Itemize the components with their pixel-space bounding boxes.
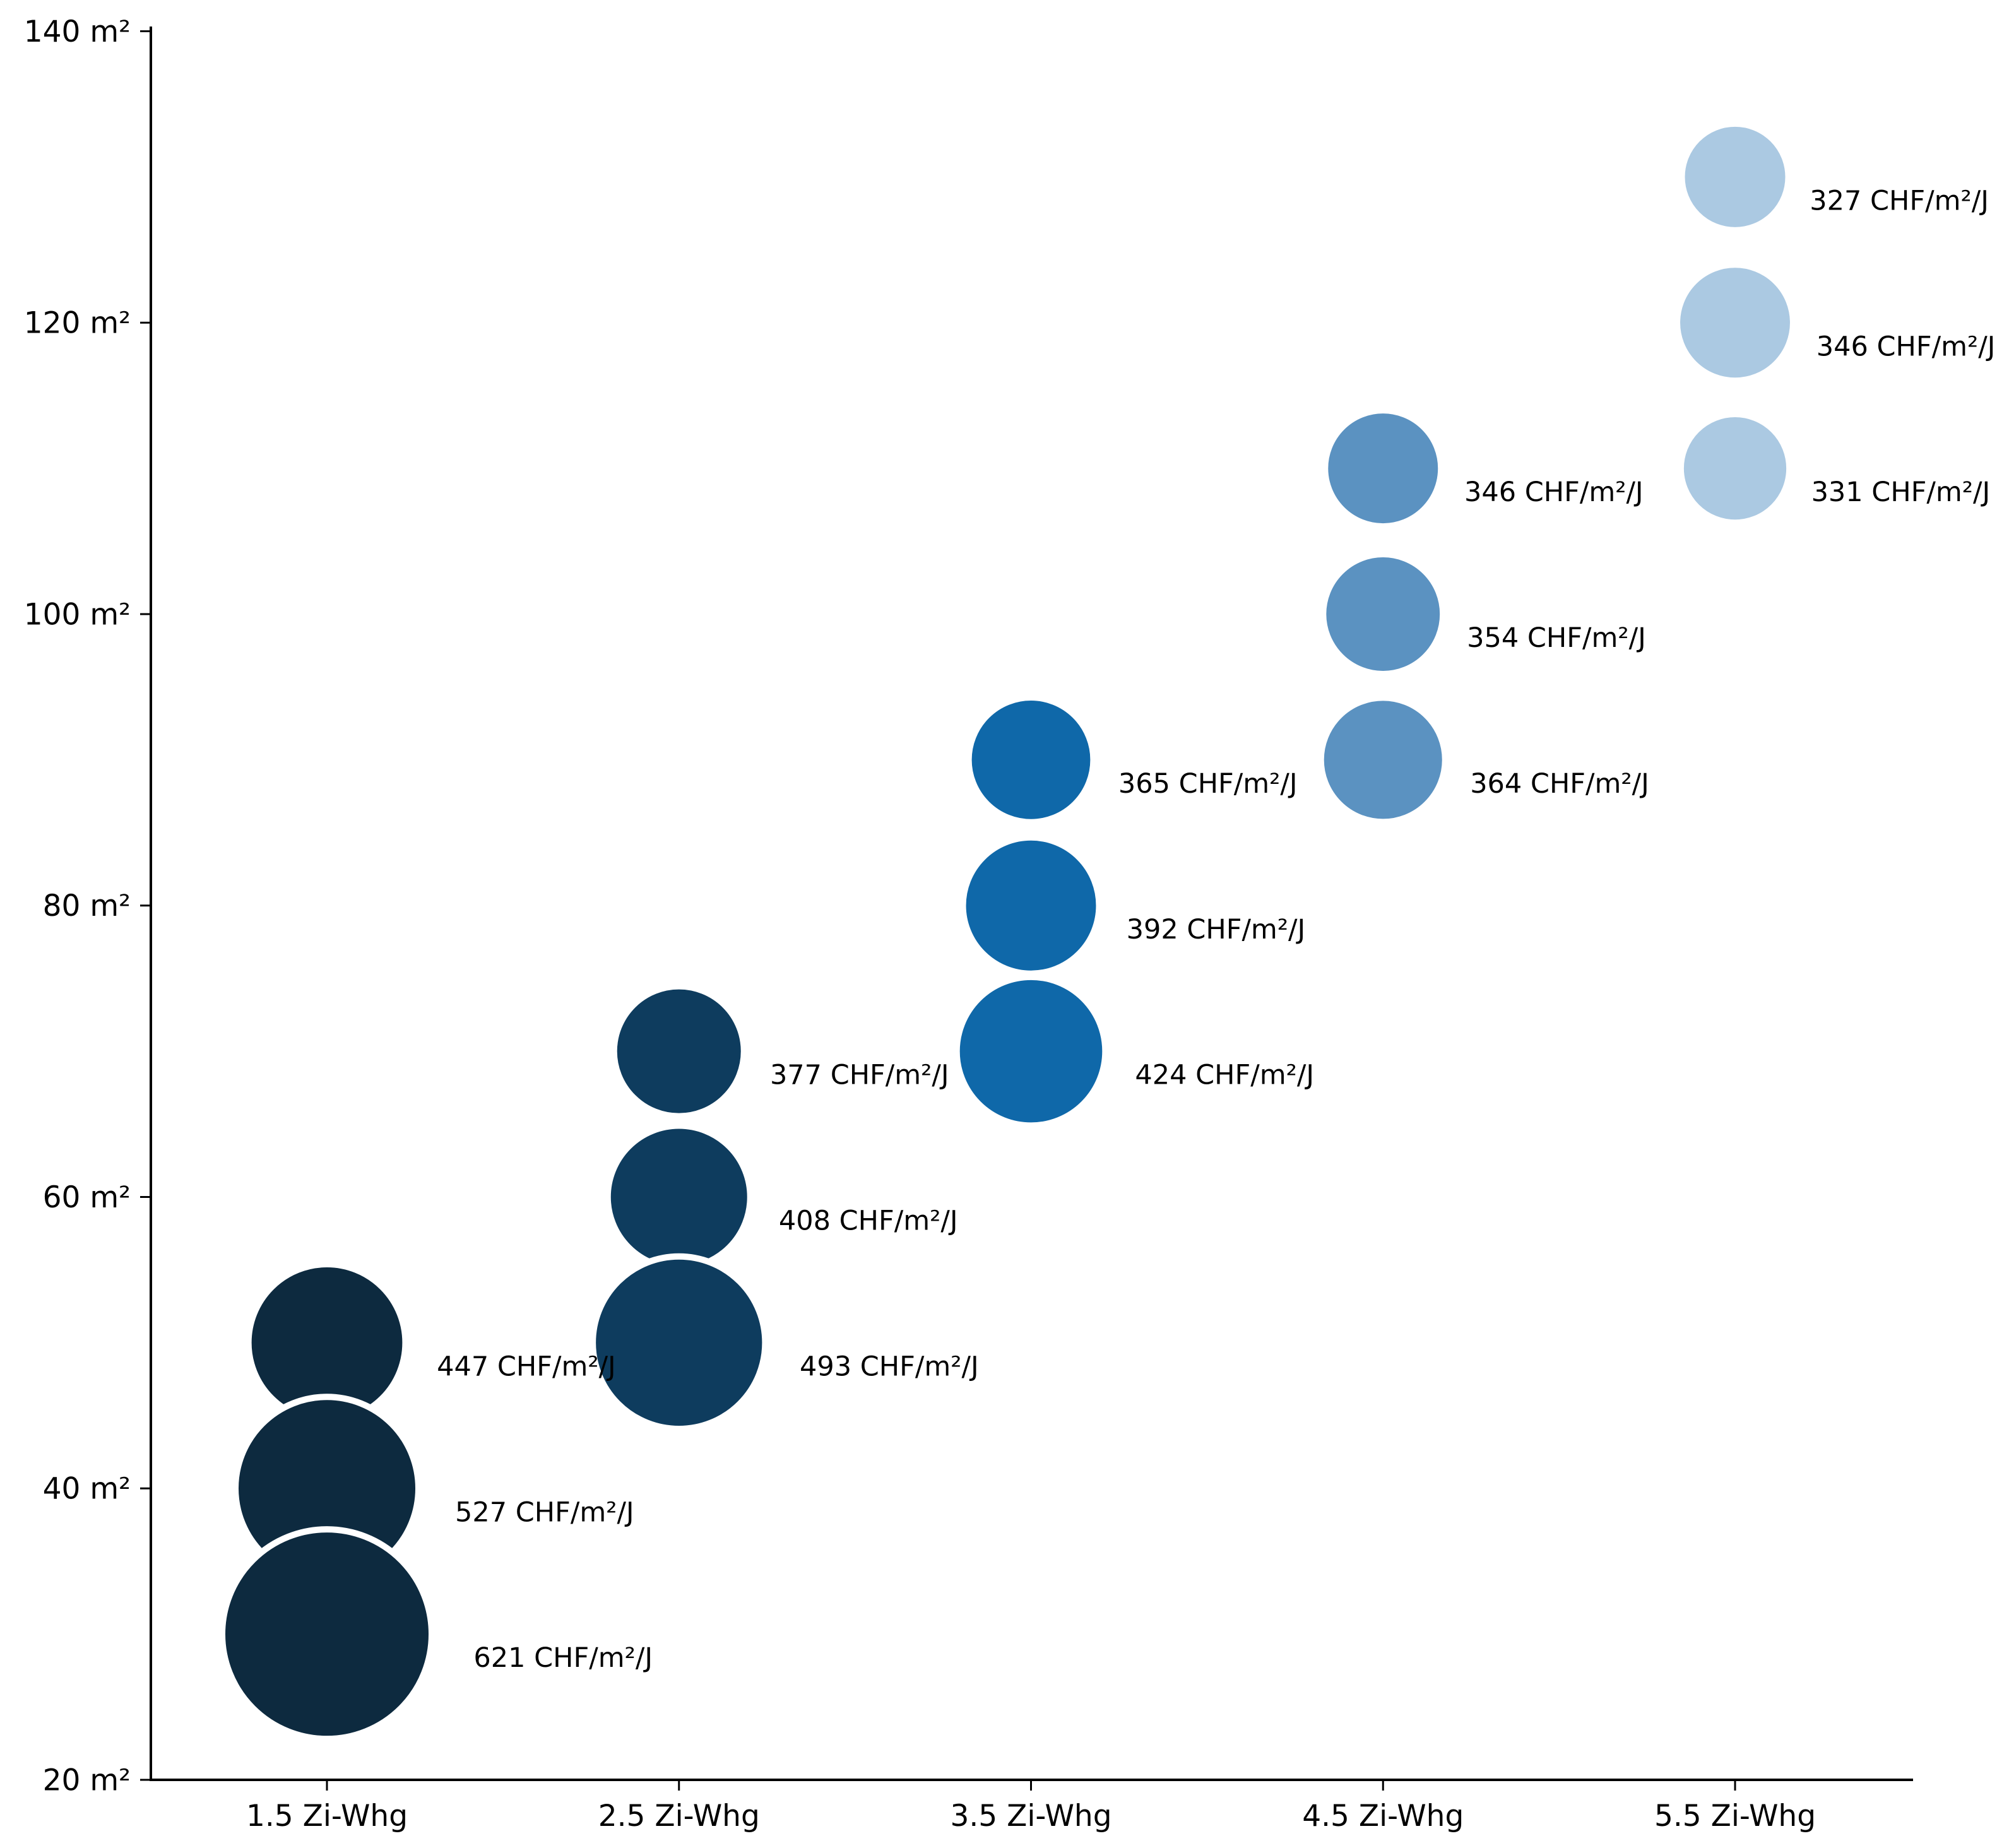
- bubble-value-label: 392 CHF/m²/J: [1127, 914, 1306, 945]
- bubble: [219, 1526, 435, 1743]
- bubble-value-label: 354 CHF/m²/J: [1467, 622, 1646, 654]
- y-tick-label: 140 m²: [24, 15, 131, 49]
- bubble-value-label: 424 CHF/m²/J: [1135, 1060, 1314, 1091]
- bubble: [1322, 407, 1445, 530]
- bubble-value-label: 346 CHF/m²/J: [1464, 477, 1644, 508]
- bubble-value-label: 365 CHF/m²/J: [1118, 768, 1298, 800]
- x-tick-label: 3.5 Zi-Whg: [950, 1799, 1111, 1833]
- bubble: [610, 983, 747, 1120]
- bubble-value-label: 327 CHF/m²/J: [1810, 185, 1989, 216]
- y-tick-label: 20 m²: [43, 1763, 131, 1798]
- bubble: [1677, 411, 1793, 526]
- x-tick-label: 2.5 Zi-Whg: [598, 1799, 760, 1833]
- bubble: [604, 1122, 754, 1272]
- bubble-value-label: 331 CHF/m²/J: [1811, 477, 1991, 508]
- y-tick-label: 100 m²: [24, 597, 131, 632]
- bubble: [590, 1253, 769, 1432]
- bubble-value-label: 377 CHF/m²/J: [770, 1060, 949, 1091]
- bubble-value-label: 493 CHF/m²/J: [800, 1351, 979, 1382]
- y-tick-label: 80 m²: [43, 889, 131, 923]
- bubble-value-label: 447 CHF/m²/J: [437, 1351, 616, 1382]
- bubble: [1317, 694, 1449, 826]
- bubble: [953, 973, 1109, 1129]
- y-tick-label: 40 m²: [43, 1472, 131, 1507]
- y-tick-label: 60 m²: [43, 1180, 131, 1215]
- bubble-value-label: 527 CHF/m²/J: [455, 1496, 634, 1528]
- y-tick-label: 120 m²: [24, 306, 131, 341]
- bubble-value-label: 364 CHF/m²/J: [1470, 768, 1649, 800]
- bubble: [965, 694, 1097, 826]
- x-tick-label: 5.5 Zi-Whg: [1654, 1799, 1816, 1833]
- bubble: [1674, 261, 1796, 384]
- bubble-value-label: 621 CHF/m²/J: [473, 1642, 653, 1674]
- x-tick-label: 1.5 Zi-Whg: [246, 1799, 408, 1833]
- bubble-value-label: 408 CHF/m²/J: [779, 1205, 958, 1237]
- bubble: [1320, 551, 1447, 677]
- bubble: [959, 834, 1103, 977]
- bubble-value-label: 346 CHF/m²/J: [1816, 331, 1996, 362]
- bubble: [1678, 120, 1792, 234]
- x-tick-label: 4.5 Zi-Whg: [1302, 1799, 1464, 1833]
